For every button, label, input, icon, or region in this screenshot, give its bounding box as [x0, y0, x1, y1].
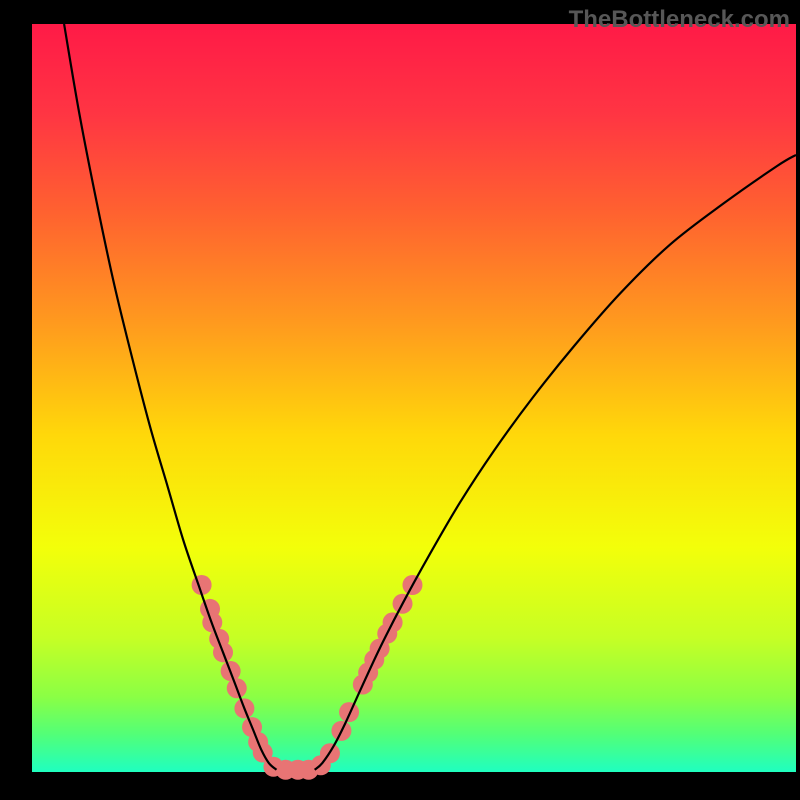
scatter-marker — [339, 702, 359, 722]
bottleneck-chart: TheBottleneck.com — [0, 0, 800, 800]
chart-svg — [0, 0, 800, 800]
chart-plot-background — [32, 24, 796, 772]
watermark-text: TheBottleneck.com — [569, 6, 790, 34]
